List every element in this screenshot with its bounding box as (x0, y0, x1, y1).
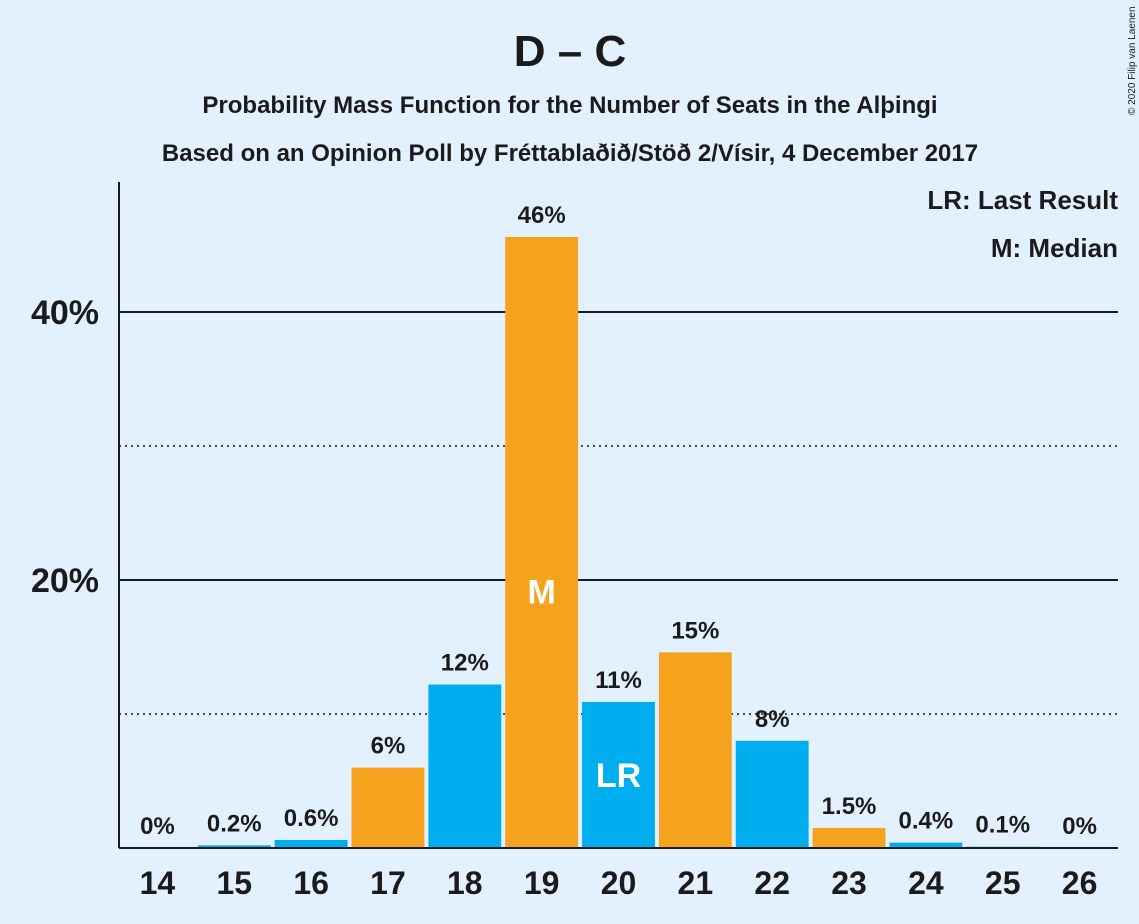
data-label-17: 6% (371, 733, 406, 760)
bars (197, 236, 1040, 848)
legend-median: M: Median (991, 233, 1118, 263)
y-tick-label: 20% (31, 562, 99, 600)
bar-24 (889, 842, 963, 848)
data-label-21: 15% (671, 617, 719, 644)
data-label-25: 0.1% (975, 812, 1030, 839)
bar-20 (582, 701, 655, 848)
x-tick-label: 21 (678, 865, 714, 901)
bar-15 (197, 845, 271, 848)
x-tick-label: 15 (216, 865, 252, 901)
x-tick-label: 22 (754, 865, 790, 901)
data-label-18: 12% (441, 650, 489, 677)
data-label-24: 0.4% (899, 808, 954, 835)
gridlines (119, 311, 1118, 715)
y-tick-label: 40% (31, 294, 99, 332)
x-tick-label: 17 (370, 865, 406, 901)
in-bar-label-lr: LR (596, 757, 641, 795)
chart-subtitle-1: Probability Mass Function for the Number… (202, 92, 937, 119)
chart-title: D – C (514, 27, 626, 76)
x-tick-label: 24 (908, 865, 944, 901)
bar-22 (735, 740, 809, 848)
data-label-14: 0% (140, 813, 175, 840)
x-tick-label: 16 (293, 865, 329, 901)
bar-21 (658, 652, 732, 848)
in-bar-label-m: M (527, 573, 555, 611)
x-tick-label: 19 (524, 865, 560, 901)
data-label-23: 1.5% (822, 793, 877, 820)
x-tick-label: 18 (447, 865, 483, 901)
data-label-20: 11% (595, 667, 642, 694)
x-tick-label: 26 (1062, 865, 1098, 901)
copyright-notice: © 2020 Filip van Laenen (1127, 6, 1138, 115)
data-labels: 0% 0.2% 0.6% 6% 12% 46% 11% 15% 8% 1.5% 0.4% 0.1% 0%… (140, 202, 1097, 840)
x-tick-label: 25 (985, 865, 1021, 901)
bar-18 (428, 684, 502, 848)
data-label-19: 46% (518, 202, 566, 229)
bar-19 (505, 236, 579, 848)
bar-23 (812, 827, 886, 848)
legend-last-result: LR: Last Result (927, 185, 1118, 215)
data-label-22: 8% (755, 706, 790, 733)
chart-subtitle-2: Based on an Opinion Poll by Fréttablaðið… (162, 140, 978, 167)
axes: 20% 40% 14 15 16 17 18 19 20 21 22 23 24 25 26 (31, 182, 1118, 901)
x-tick-label: 14 (140, 865, 176, 901)
bar-17 (351, 767, 425, 848)
data-label-26: 0% (1062, 813, 1097, 840)
x-tick-label: 23 (831, 865, 867, 901)
data-label-16: 0.6% (284, 805, 339, 832)
data-label-15: 0.2% (207, 810, 262, 837)
bar-16 (274, 839, 348, 848)
x-tick-label: 20 (601, 865, 637, 901)
